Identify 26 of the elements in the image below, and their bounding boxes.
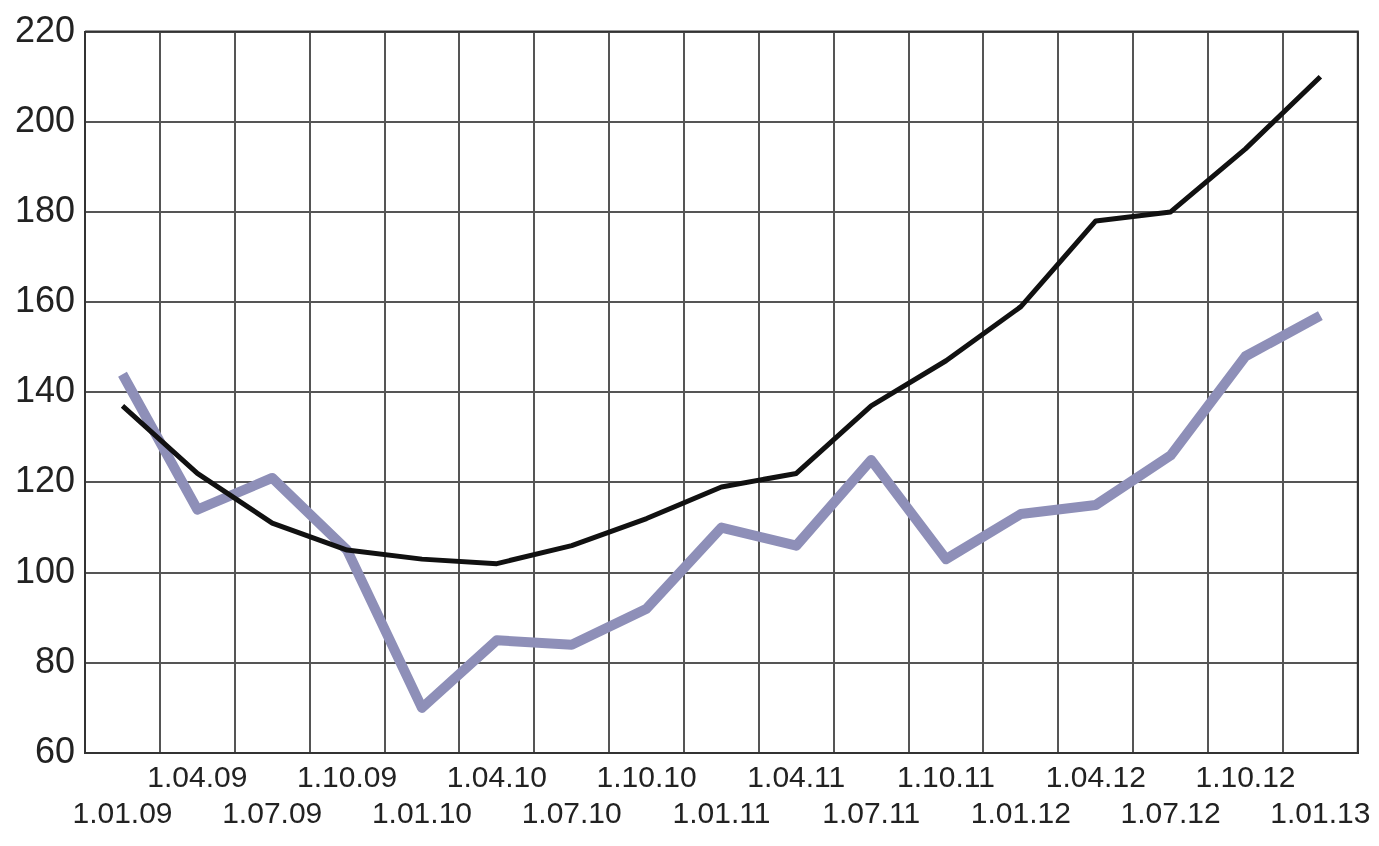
- x-tick-label: 1.07.09: [222, 796, 323, 830]
- x-tick-label: 1.04.12: [1045, 760, 1146, 794]
- x-tick-label: 1.01.13: [1270, 796, 1371, 830]
- x-tick-label: 1.07.12: [1120, 796, 1221, 830]
- x-tick-label: 1.01.09: [72, 796, 173, 830]
- x-tick-label: 1.10.11: [897, 760, 995, 794]
- y-tick-label: 120: [14, 459, 76, 501]
- y-tick-label: 160: [14, 279, 76, 321]
- x-tick-label: 1.01.11: [672, 796, 771, 830]
- y-tick-label: 200: [14, 98, 76, 140]
- y-tick-label: 140: [14, 369, 76, 411]
- x-tick-label: 1.04.10: [446, 760, 547, 794]
- y-tick-label: 220: [14, 8, 76, 50]
- x-tick-label: 1.10.09: [297, 760, 398, 794]
- x-tick-label: 1.04.09: [147, 760, 248, 794]
- x-tick-label: 1.10.12: [1195, 760, 1296, 794]
- x-tick-label: 1.07.10: [521, 796, 622, 830]
- x-tick-label: 1.01.10: [371, 796, 473, 830]
- y-tick-label: 80: [35, 639, 76, 681]
- x-tick-label: 1.07.11: [822, 796, 921, 830]
- y-tick-label: 60: [35, 729, 76, 771]
- x-tick-label: 1.01.12: [970, 796, 1071, 830]
- x-tick-label: 1.10.10: [596, 760, 697, 794]
- y-tick-label: 180: [14, 188, 76, 230]
- x-tick-label: 1.04.11: [747, 760, 846, 794]
- y-tick-label: 100: [14, 549, 76, 591]
